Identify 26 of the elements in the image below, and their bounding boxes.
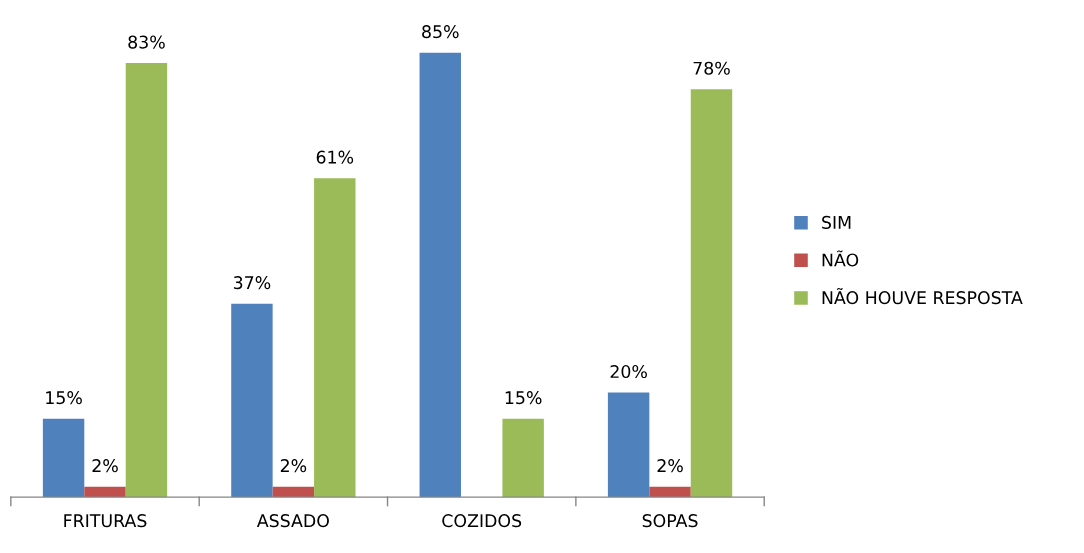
- data-label: 37%: [233, 276, 271, 290]
- x-tick-label: ASSADO: [256, 514, 329, 528]
- bar: [419, 52, 461, 498]
- data-label: 2%: [280, 459, 307, 473]
- bar: [607, 392, 650, 498]
- data-label: 78%: [693, 61, 730, 75]
- x-tick-label: COZIDOS: [442, 514, 522, 528]
- legend-label: SIM: [822, 215, 851, 229]
- bar: [690, 89, 733, 498]
- x-tick-label: SOPAS: [642, 514, 698, 528]
- data-label: 85%: [422, 25, 459, 39]
- data-label: 15%: [505, 391, 542, 405]
- data-label: 83%: [128, 35, 165, 49]
- data-label: 2%: [92, 459, 118, 473]
- bar: [42, 418, 85, 498]
- legend-label: NÃO HOUVE RESPOSTA: [822, 288, 1023, 305]
- bar: [314, 178, 356, 498]
- x-tick-label: FRITURAS: [64, 514, 147, 528]
- data-label: 2%: [657, 459, 683, 473]
- bar: [502, 418, 544, 498]
- data-label: 61%: [316, 150, 354, 164]
- bar: [231, 303, 273, 498]
- legend-label: NÃO: [822, 250, 859, 267]
- data-label: 15%: [46, 391, 82, 405]
- data-label: 20%: [610, 364, 647, 379]
- bar: [125, 63, 168, 498]
